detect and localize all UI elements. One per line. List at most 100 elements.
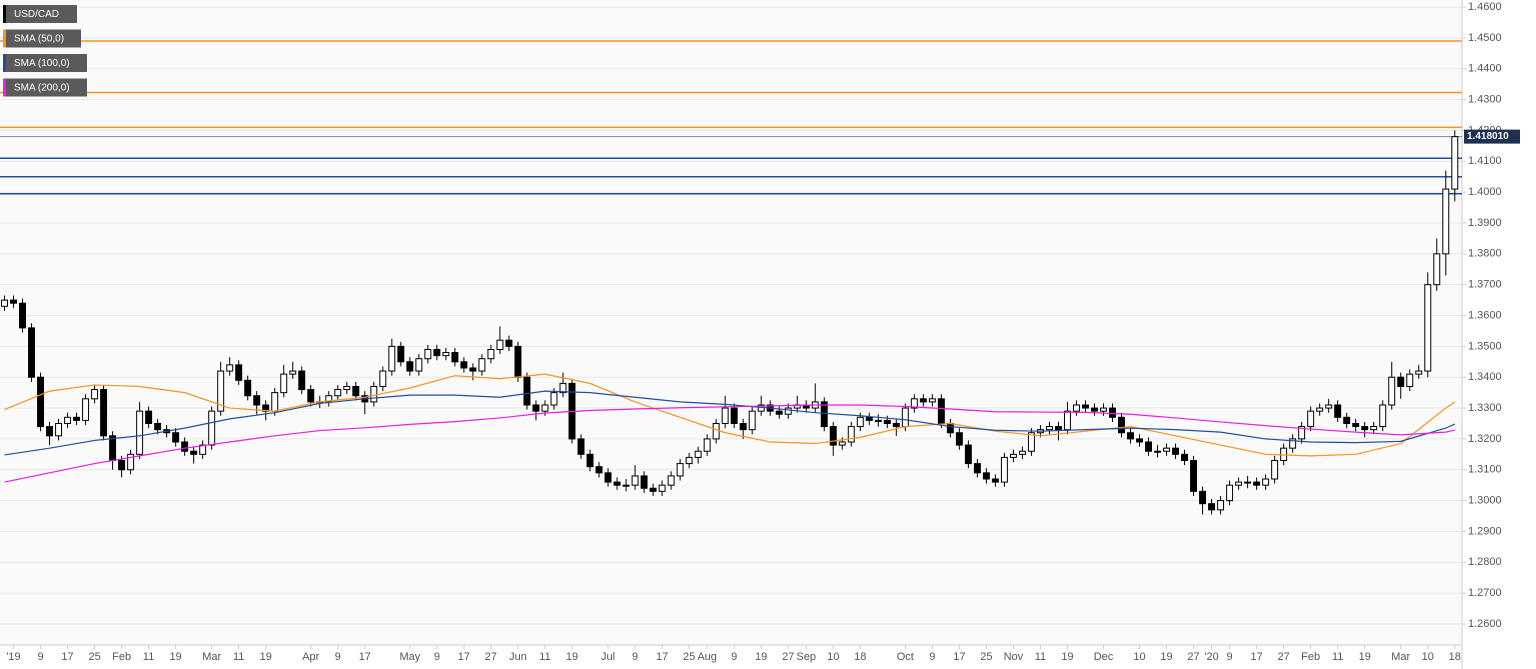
candle-body [91,389,99,400]
candle-body [136,410,144,455]
x-tick-label: 18 [854,651,866,663]
plot-background [0,0,1462,645]
candle-body [1298,426,1306,440]
candle-body [388,345,396,372]
candle-body [721,407,729,424]
x-tick-label: 9 [1227,651,1233,663]
candle-body [235,364,243,381]
candle-body [307,389,315,403]
x-tick-label: Jul [601,651,615,663]
candle-body [775,410,783,415]
y-tick-label: 1.3900 [1468,217,1502,229]
candle-body [1388,376,1396,406]
y-tick-label: 1.3700 [1468,279,1502,291]
x-tick-label: 17 [953,651,965,663]
candle-body [1054,426,1062,431]
candle-body [748,410,756,431]
candle-body [1442,188,1450,255]
x-tick-label: Aug [697,651,717,663]
candle-body [1451,136,1459,190]
candle-body [523,376,531,406]
candle-body [1,299,8,307]
candle-body [145,410,153,424]
legend-box [3,29,81,48]
candle-body [100,389,108,437]
candle-body [1190,459,1198,492]
candle-body [622,484,630,487]
x-tick-label: 27 [1187,651,1199,663]
legend-box [3,5,77,23]
legend-swatch [3,5,6,23]
y-tick-label: 1.4300 [1468,94,1502,106]
candle-body [451,352,459,363]
x-tick-label: 9 [632,651,638,663]
candle-body [1018,450,1026,455]
candle-body [1379,404,1387,428]
candle-body [1072,404,1080,412]
candle-body [820,401,828,428]
y-tick-label: 1.3500 [1468,340,1502,352]
legend-swatch [3,54,6,72]
candle-body [460,361,468,369]
candle-body [46,426,54,437]
x-tick-label: Sep [796,651,816,663]
candle-body [1334,404,1342,418]
candle-body [334,389,342,397]
candle-body [208,410,216,446]
candle-body [280,373,288,394]
legend-label: SMA (100,0) [14,58,70,69]
y-tick-label: 1.2800 [1468,556,1502,568]
candle-body [559,382,567,394]
y-tick-label: 1.3400 [1468,371,1502,383]
candle-body [1307,410,1315,428]
candle-body [1091,407,1098,412]
candle-body [1271,459,1279,480]
x-tick-label: Feb [1301,651,1320,663]
candle-body [1316,407,1324,412]
candle-body [919,398,927,403]
candle-body [1063,410,1071,431]
x-tick-label: '19 [6,651,20,663]
candle-body [505,339,513,347]
candle-body [64,416,72,424]
candle-body [1325,404,1333,409]
legend-label: SMA (200,0) [14,83,70,94]
candle-body [370,385,378,403]
candle-body [739,422,747,431]
candle-body [910,398,918,409]
candle-body [613,481,621,486]
y-tick-label: 1.4000 [1468,186,1502,198]
candle-body [181,441,189,452]
x-tick-label: 17 [1250,651,1262,663]
candle-body [1127,432,1134,440]
x-tick-label: 11 [1332,651,1343,663]
x-tick-label: 19 [1160,651,1172,663]
x-tick-label: May [399,651,420,663]
candle-body [838,441,846,446]
legend-swatch [3,29,6,48]
candle-body [901,407,909,428]
candle-body [1208,503,1216,511]
x-tick-label: 19 [1061,651,1073,663]
candle-body [343,385,351,391]
candle-body [37,376,45,428]
candle-body [847,426,855,443]
y-tick-label: 1.2700 [1468,587,1502,599]
candle-body [424,348,432,360]
last-price-label: 1.418010 [1467,131,1509,142]
x-tick-label: 9 [929,651,935,663]
x-tick-label: 19 [1359,651,1371,663]
candle-body [217,370,225,412]
candle-body [1109,407,1116,418]
candle-body [1235,481,1243,486]
candle-body [496,339,504,350]
candle-body [595,466,603,474]
candle-body [289,370,297,375]
y-tick-label: 1.2900 [1468,525,1502,537]
candle-body [1343,416,1351,424]
sma-line [4,373,1456,457]
candle-body [379,370,387,387]
candle-body [937,398,945,424]
x-tick-label: 11 [1035,651,1046,663]
